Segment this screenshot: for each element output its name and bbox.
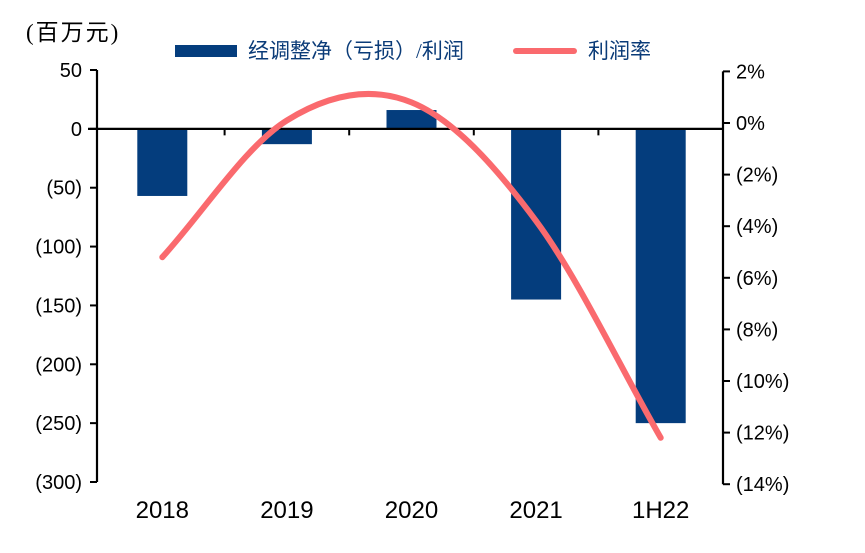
- left-axis-tick-label: 50: [60, 60, 82, 82]
- x-axis-label-2018: 2018: [136, 497, 189, 524]
- left-axis-tick-label: (250): [35, 413, 82, 435]
- left-axis-tick-label: (150): [35, 295, 82, 317]
- right-axis-tick-label: (12%): [736, 423, 789, 445]
- right-axis-tick-label: (2%): [736, 165, 778, 187]
- left-axis-unit-label: (百万元): [26, 20, 121, 45]
- x-axis-label-2019: 2019: [260, 497, 313, 524]
- right-axis-tick-label: 0%: [736, 113, 765, 135]
- right-axis-tick-label: (6%): [736, 268, 778, 290]
- bar-2021: [511, 128, 562, 300]
- left-axis-tick-label: (200): [35, 354, 82, 376]
- right-axis-tick-label: 2%: [736, 61, 765, 83]
- legend-item-adjusted-profit: 经调整净（亏损）/利润: [175, 38, 464, 64]
- bar-2018: [137, 128, 188, 196]
- left-axis-tick-label: (300): [35, 472, 82, 494]
- left-axis-tick-label: (100): [35, 237, 82, 259]
- x-axis-label-2021: 2021: [509, 497, 562, 524]
- right-axis-tick-label: (14%): [736, 474, 789, 496]
- right-axis-tick-label: (10%): [736, 371, 789, 393]
- x-axis-label-1H22: 1H22: [632, 497, 689, 524]
- bar-1H22: [635, 128, 686, 424]
- bar-series-swatch: [175, 45, 237, 57]
- line-series-swatch: [513, 48, 577, 54]
- right-axis-tick-label: (8%): [736, 319, 778, 341]
- legend-item-profit-margin: 利润率: [513, 38, 651, 64]
- legend-label-profit-margin: 利润率: [588, 39, 651, 63]
- right-axis-tick-label: (4%): [736, 216, 778, 238]
- left-axis-tick-label: 0: [71, 119, 82, 141]
- legend-label-adjusted-profit: 经调整净（亏损）/利润: [248, 39, 464, 63]
- profit-margin-line: [159, 90, 664, 441]
- x-axis-label-2020: 2020: [385, 497, 438, 524]
- bar-2020: [386, 110, 437, 129]
- left-axis-tick-label: (50): [46, 178, 82, 200]
